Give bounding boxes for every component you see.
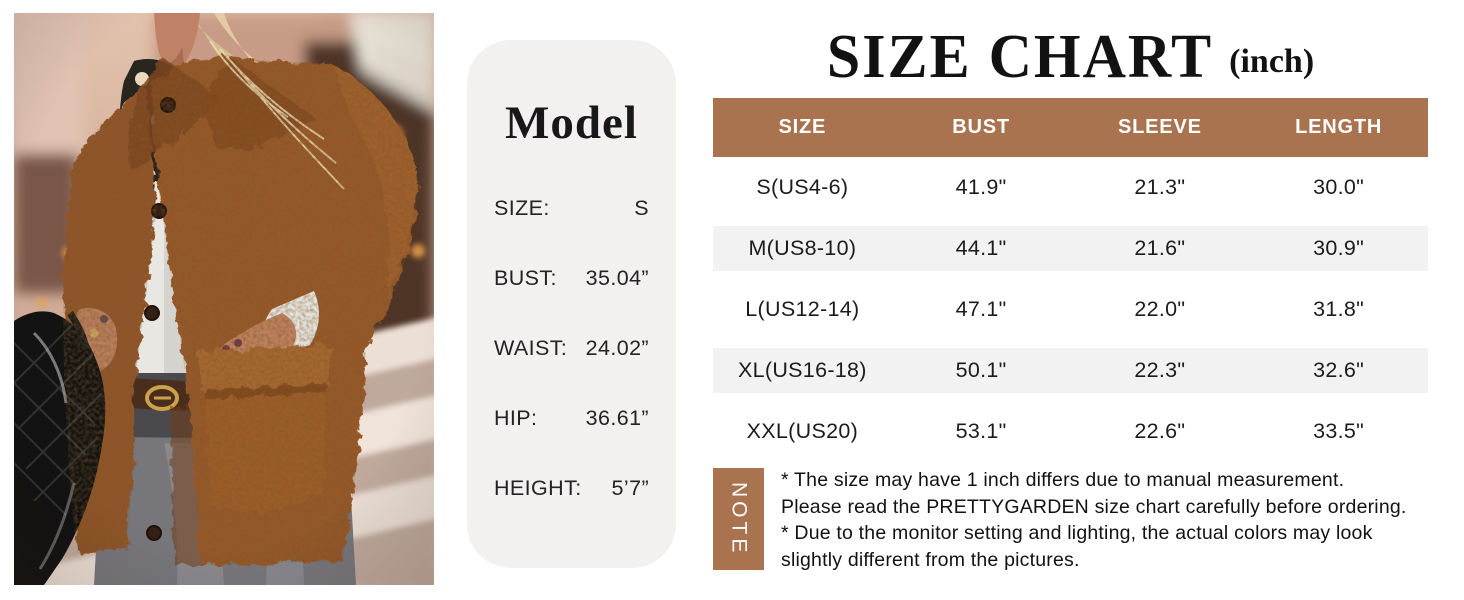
note-line: slightly different from the pictures. — [781, 548, 1080, 571]
note-line: Please read the PRETTYGARDEN size chart … — [781, 495, 1407, 518]
col-header-length: LENGTH — [1295, 116, 1383, 138]
cell-size: L(US12-14) — [745, 297, 860, 321]
cell-sleeve: 22.0" — [1134, 297, 1186, 321]
model-hip-label: HIP: — [494, 405, 538, 430]
note-badge: NOTE — [713, 468, 764, 570]
model-rows: SIZE: S BUST: 35.04” WAIST: 24.02” HIP: … — [467, 173, 676, 523]
col-header-sleeve: SLEEVE — [1118, 116, 1202, 138]
vignette — [14, 13, 434, 585]
cell-size: M(US8-10) — [748, 236, 857, 260]
cell-size: S(US4-6) — [756, 175, 849, 199]
cell-length: 30.0" — [1313, 175, 1365, 199]
size-chart-title: SIZE CHART (inch) — [713, 18, 1428, 94]
size-chart-title-text: SIZE CHART — [826, 21, 1214, 90]
model-row-bust: BUST: 35.04” — [467, 243, 676, 313]
cell-size: XL(US16-18) — [737, 358, 867, 382]
model-size-label: SIZE: — [494, 195, 550, 220]
table-row: XL(US16-18) 50.1" 22.3" 32.6" — [713, 340, 1428, 401]
note-text: * The size may have 1 inch differs due t… — [781, 467, 1441, 573]
model-waist-value: 24.02” — [585, 335, 649, 360]
model-hip-value: 36.61” — [585, 405, 649, 430]
cell-bust: 50.1" — [955, 358, 1007, 382]
model-waist-label: WAIST: — [494, 335, 568, 360]
cell-bust: 44.1" — [955, 236, 1007, 260]
model-row-waist: WAIST: 24.02” — [467, 313, 676, 383]
model-photo — [14, 13, 434, 585]
size-chart-header-row: SIZE BUST SLEEVE LENGTH — [713, 98, 1428, 157]
cell-sleeve: 22.6" — [1134, 419, 1186, 443]
model-row-size: SIZE: S — [467, 173, 676, 243]
table-row: L(US12-14) 47.1" 22.0" 31.8" — [713, 279, 1428, 340]
model-height-label: HEIGHT: — [494, 475, 582, 500]
model-photo-illustration — [14, 13, 434, 585]
col-header-bust: BUST — [952, 116, 1010, 138]
cell-bust: 47.1" — [955, 297, 1007, 321]
model-row-height: HEIGHT: 5’7” — [467, 453, 676, 523]
table-row: XXL(US20) 53.1" 22.6" 33.5" — [713, 401, 1428, 462]
cell-sleeve: 22.3" — [1134, 358, 1186, 382]
cell-length: 30.9" — [1313, 236, 1365, 260]
cell-sleeve: 21.3" — [1134, 175, 1186, 199]
model-height-value: 5’7” — [611, 475, 649, 500]
cell-length: 33.5" — [1313, 419, 1365, 443]
model-panel-title: Model — [505, 97, 638, 149]
model-size-value: S — [634, 195, 649, 220]
note-badge-label: NOTE — [727, 481, 751, 557]
note-line: * Due to the monitor setting and lightin… — [781, 522, 1373, 544]
cell-length: 31.8" — [1313, 297, 1365, 321]
model-row-hip: HIP: 36.61” — [467, 383, 676, 453]
cell-length: 32.6" — [1313, 358, 1365, 382]
table-row: S(US4-6) 41.9" 21.3" 30.0" — [713, 157, 1428, 218]
model-bust-label: BUST: — [494, 265, 557, 290]
note-line: * The size may have 1 inch differs due t… — [781, 469, 1345, 491]
size-chart-table: SIZE BUST SLEEVE LENGTH S(US4-6) 41.9" 2… — [713, 98, 1428, 462]
cell-sleeve: 21.6" — [1134, 236, 1186, 260]
cell-bust: 53.1" — [955, 419, 1007, 443]
col-header-size: SIZE — [778, 116, 827, 138]
cell-bust: 41.9" — [955, 175, 1007, 199]
model-bust-value: 35.04” — [585, 265, 649, 290]
table-row: M(US8-10) 44.1" 21.6" 30.9" — [713, 218, 1428, 279]
size-chart-unit: (inch) — [1229, 43, 1315, 80]
model-measurements-panel: Model SIZE: S BUST: 35.04” WAIST: 24.02”… — [467, 40, 676, 568]
cell-size: XXL(US20) — [746, 419, 859, 443]
